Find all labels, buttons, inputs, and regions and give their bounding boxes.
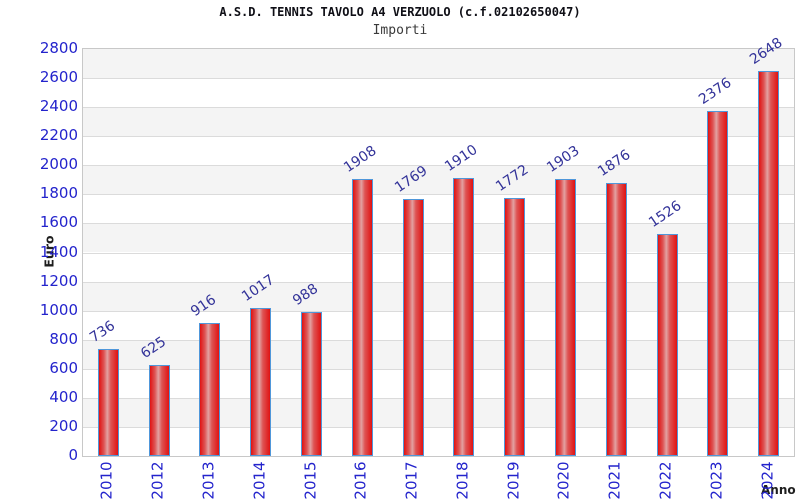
y-tick-label: 2800 — [39, 39, 78, 57]
grid-line — [83, 281, 794, 283]
bar — [301, 312, 323, 456]
chart-title: A.S.D. TENNIS TAVOLO A4 VERZUOLO (c.f.02… — [219, 5, 581, 19]
y-tick-label: 1800 — [39, 184, 78, 203]
grid-line — [83, 78, 794, 80]
grid-band — [83, 339, 794, 369]
x-tick-label: 2014 — [250, 461, 269, 500]
grid-line — [83, 310, 794, 312]
x-tick-label: 2017 — [402, 461, 421, 500]
x-tick-label: 2021 — [605, 461, 624, 500]
y-tick-label: 1600 — [39, 213, 78, 232]
x-tick-label: 2010 — [97, 461, 116, 500]
bar — [453, 178, 475, 456]
bar — [605, 183, 627, 456]
y-tick-label: 2400 — [39, 97, 78, 116]
y-tick-label: 2200 — [39, 126, 78, 145]
bar — [148, 365, 170, 456]
bar — [656, 234, 678, 456]
bar — [402, 198, 424, 456]
grid-line — [83, 397, 794, 399]
x-tick-label: 2020 — [554, 461, 573, 500]
y-tick-label: 800 — [49, 329, 78, 348]
grid-band — [83, 165, 794, 195]
grid-line — [83, 107, 794, 109]
grid-band — [83, 49, 794, 79]
y-tick-label: 200 — [49, 416, 78, 435]
bar — [351, 178, 373, 456]
bar — [504, 198, 526, 456]
bar-value-label: 2376 — [696, 74, 735, 108]
x-tick-label: 2018 — [453, 461, 472, 500]
bar — [707, 110, 729, 456]
y-tick-label: 2000 — [39, 155, 78, 174]
bar — [97, 349, 119, 456]
y-tick-label: 2600 — [39, 68, 78, 87]
chart-subtitle: Importi — [372, 23, 428, 38]
grid-line — [83, 223, 794, 225]
x-tick-label: 2022 — [656, 461, 675, 500]
y-tick-label: 1400 — [39, 242, 78, 261]
grid-band — [83, 397, 794, 427]
y-tick-label: 0 — [68, 446, 78, 464]
bar — [758, 71, 780, 456]
x-tick-label: 2015 — [301, 461, 320, 500]
x-tick-label: 2019 — [504, 461, 523, 500]
bar — [199, 322, 221, 456]
x-tick-label: 2012 — [148, 461, 167, 500]
x-tick-label: 2016 — [351, 461, 370, 500]
y-tick-label: 1200 — [39, 271, 78, 290]
x-tick-label: 2013 — [199, 461, 218, 500]
grid-line — [83, 368, 794, 370]
x-tick-label: 2023 — [707, 461, 726, 500]
grid-line — [83, 194, 794, 196]
bar — [554, 179, 576, 456]
grid-line — [83, 165, 794, 167]
y-tick-label: 1000 — [39, 300, 78, 319]
grid-line — [83, 136, 794, 138]
plot-area: 736 625 916 1017 988 1908 1769 1910 1772 1903 1876… — [82, 35, 795, 457]
grid-band — [83, 107, 794, 137]
grid-band — [83, 223, 794, 253]
grid-line — [83, 252, 794, 254]
grid-line — [83, 426, 794, 428]
grid-line — [83, 339, 794, 341]
x-axis-title: Anno — [761, 483, 796, 497]
y-tick-label: 400 — [49, 387, 78, 406]
bar — [250, 308, 272, 456]
x-tick-label: 2024 — [758, 461, 777, 500]
y-tick-label: 600 — [49, 358, 78, 377]
